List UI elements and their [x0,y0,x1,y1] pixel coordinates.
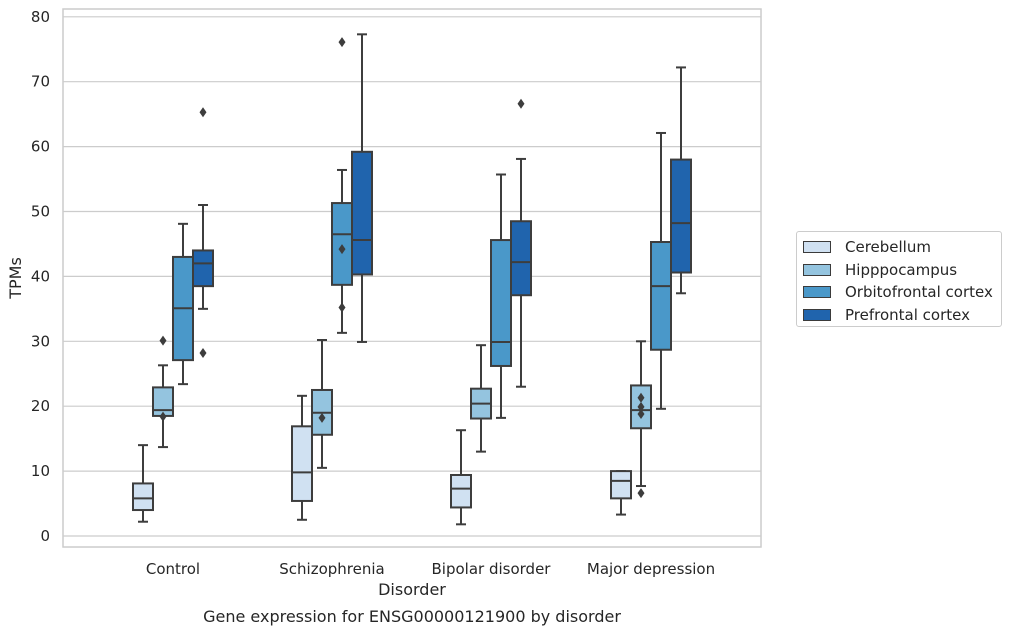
y-tick-labels: 0 10 20 30 40 50 60 70 80 [31,8,50,545]
legend-label: Hipppocampus [845,260,958,279]
outlier-point [338,302,346,313]
chart-title: Gene expression for ENSG00000121900 by d… [203,607,621,626]
iqr-box [490,239,512,367]
legend-swatch [803,308,831,321]
outlier-point [199,107,207,118]
box-0-2 [450,429,472,526]
box-2-0 [172,222,194,386]
y-tick-label: 70 [31,73,50,91]
box-series [132,33,692,526]
iqr-box [132,482,154,512]
y-axis-label: TPMs [6,257,25,300]
box-0-3 [610,470,632,516]
iqr-box [510,220,532,297]
y-tick-label: 0 [40,527,50,545]
iqr-box [650,241,672,351]
legend: Cerebellum Hipppocampus Orbitofrontal cort… [796,231,1002,327]
iqr-box [331,202,353,286]
legend-label: Prefrontal cortex [845,305,970,324]
box-1-1 [311,339,333,469]
box-3-3 [670,66,692,295]
outlier-point [338,244,346,255]
outlier-point [517,98,525,109]
y-tick-label: 20 [31,397,50,415]
legend-item: Cerebellum [803,236,1001,259]
outlier-point [199,347,207,358]
box-3-0 [192,107,214,358]
iqr-box [450,473,472,509]
outlier-point [637,401,645,412]
outlier-point [318,412,326,423]
x-tick-label: Schizophrenia [279,560,384,578]
y-tick-label: 30 [31,332,50,350]
outlier-point [338,37,346,48]
legend-swatch [803,286,831,299]
y-tick-label: 60 [31,138,50,156]
legend-label: Orbitofrontal cortex [845,283,993,302]
box-0-0 [132,444,154,523]
outlier-point [159,335,167,346]
box-3-2 [510,98,532,388]
legend-swatch [803,241,831,254]
legend-item: Prefrontal cortex [803,304,1001,327]
y-tick-label: 10 [31,462,50,480]
y-tick-label: 40 [31,267,50,285]
outlier-point [637,488,645,499]
x-tick-label: Control [146,560,200,578]
outlier-point [159,411,167,422]
box-1-2 [470,344,492,453]
iqr-box [291,425,313,502]
outlier-point [637,392,645,403]
y-tick-label: 80 [31,8,50,26]
legend-label: Cerebellum [845,238,931,257]
box-1-0 [152,335,174,449]
x-tick-label: Major depression [587,560,715,578]
x-tick-label: Bipolar disorder [432,560,552,578]
x-tick-labels: Control Schizophrenia Bipolar disorder Majo… [146,560,715,578]
box-2-3 [650,131,672,410]
iqr-box [610,470,632,500]
box-0-1 [291,394,313,521]
box-2-2 [490,173,512,419]
box-1-3 [630,340,652,499]
plot-frame [62,8,762,548]
outlier-point [637,408,645,419]
y-tick-label: 50 [31,203,50,221]
iqr-box [670,158,692,274]
legend-item: Orbitofrontal cortex [803,281,1001,304]
legend-swatch [803,263,831,276]
iqr-box [351,150,373,276]
legend-item: Hipppocampus [803,259,1001,282]
x-axis-label: Disorder [378,580,446,599]
box-3-1 [351,33,373,343]
iqr-box [192,249,214,288]
